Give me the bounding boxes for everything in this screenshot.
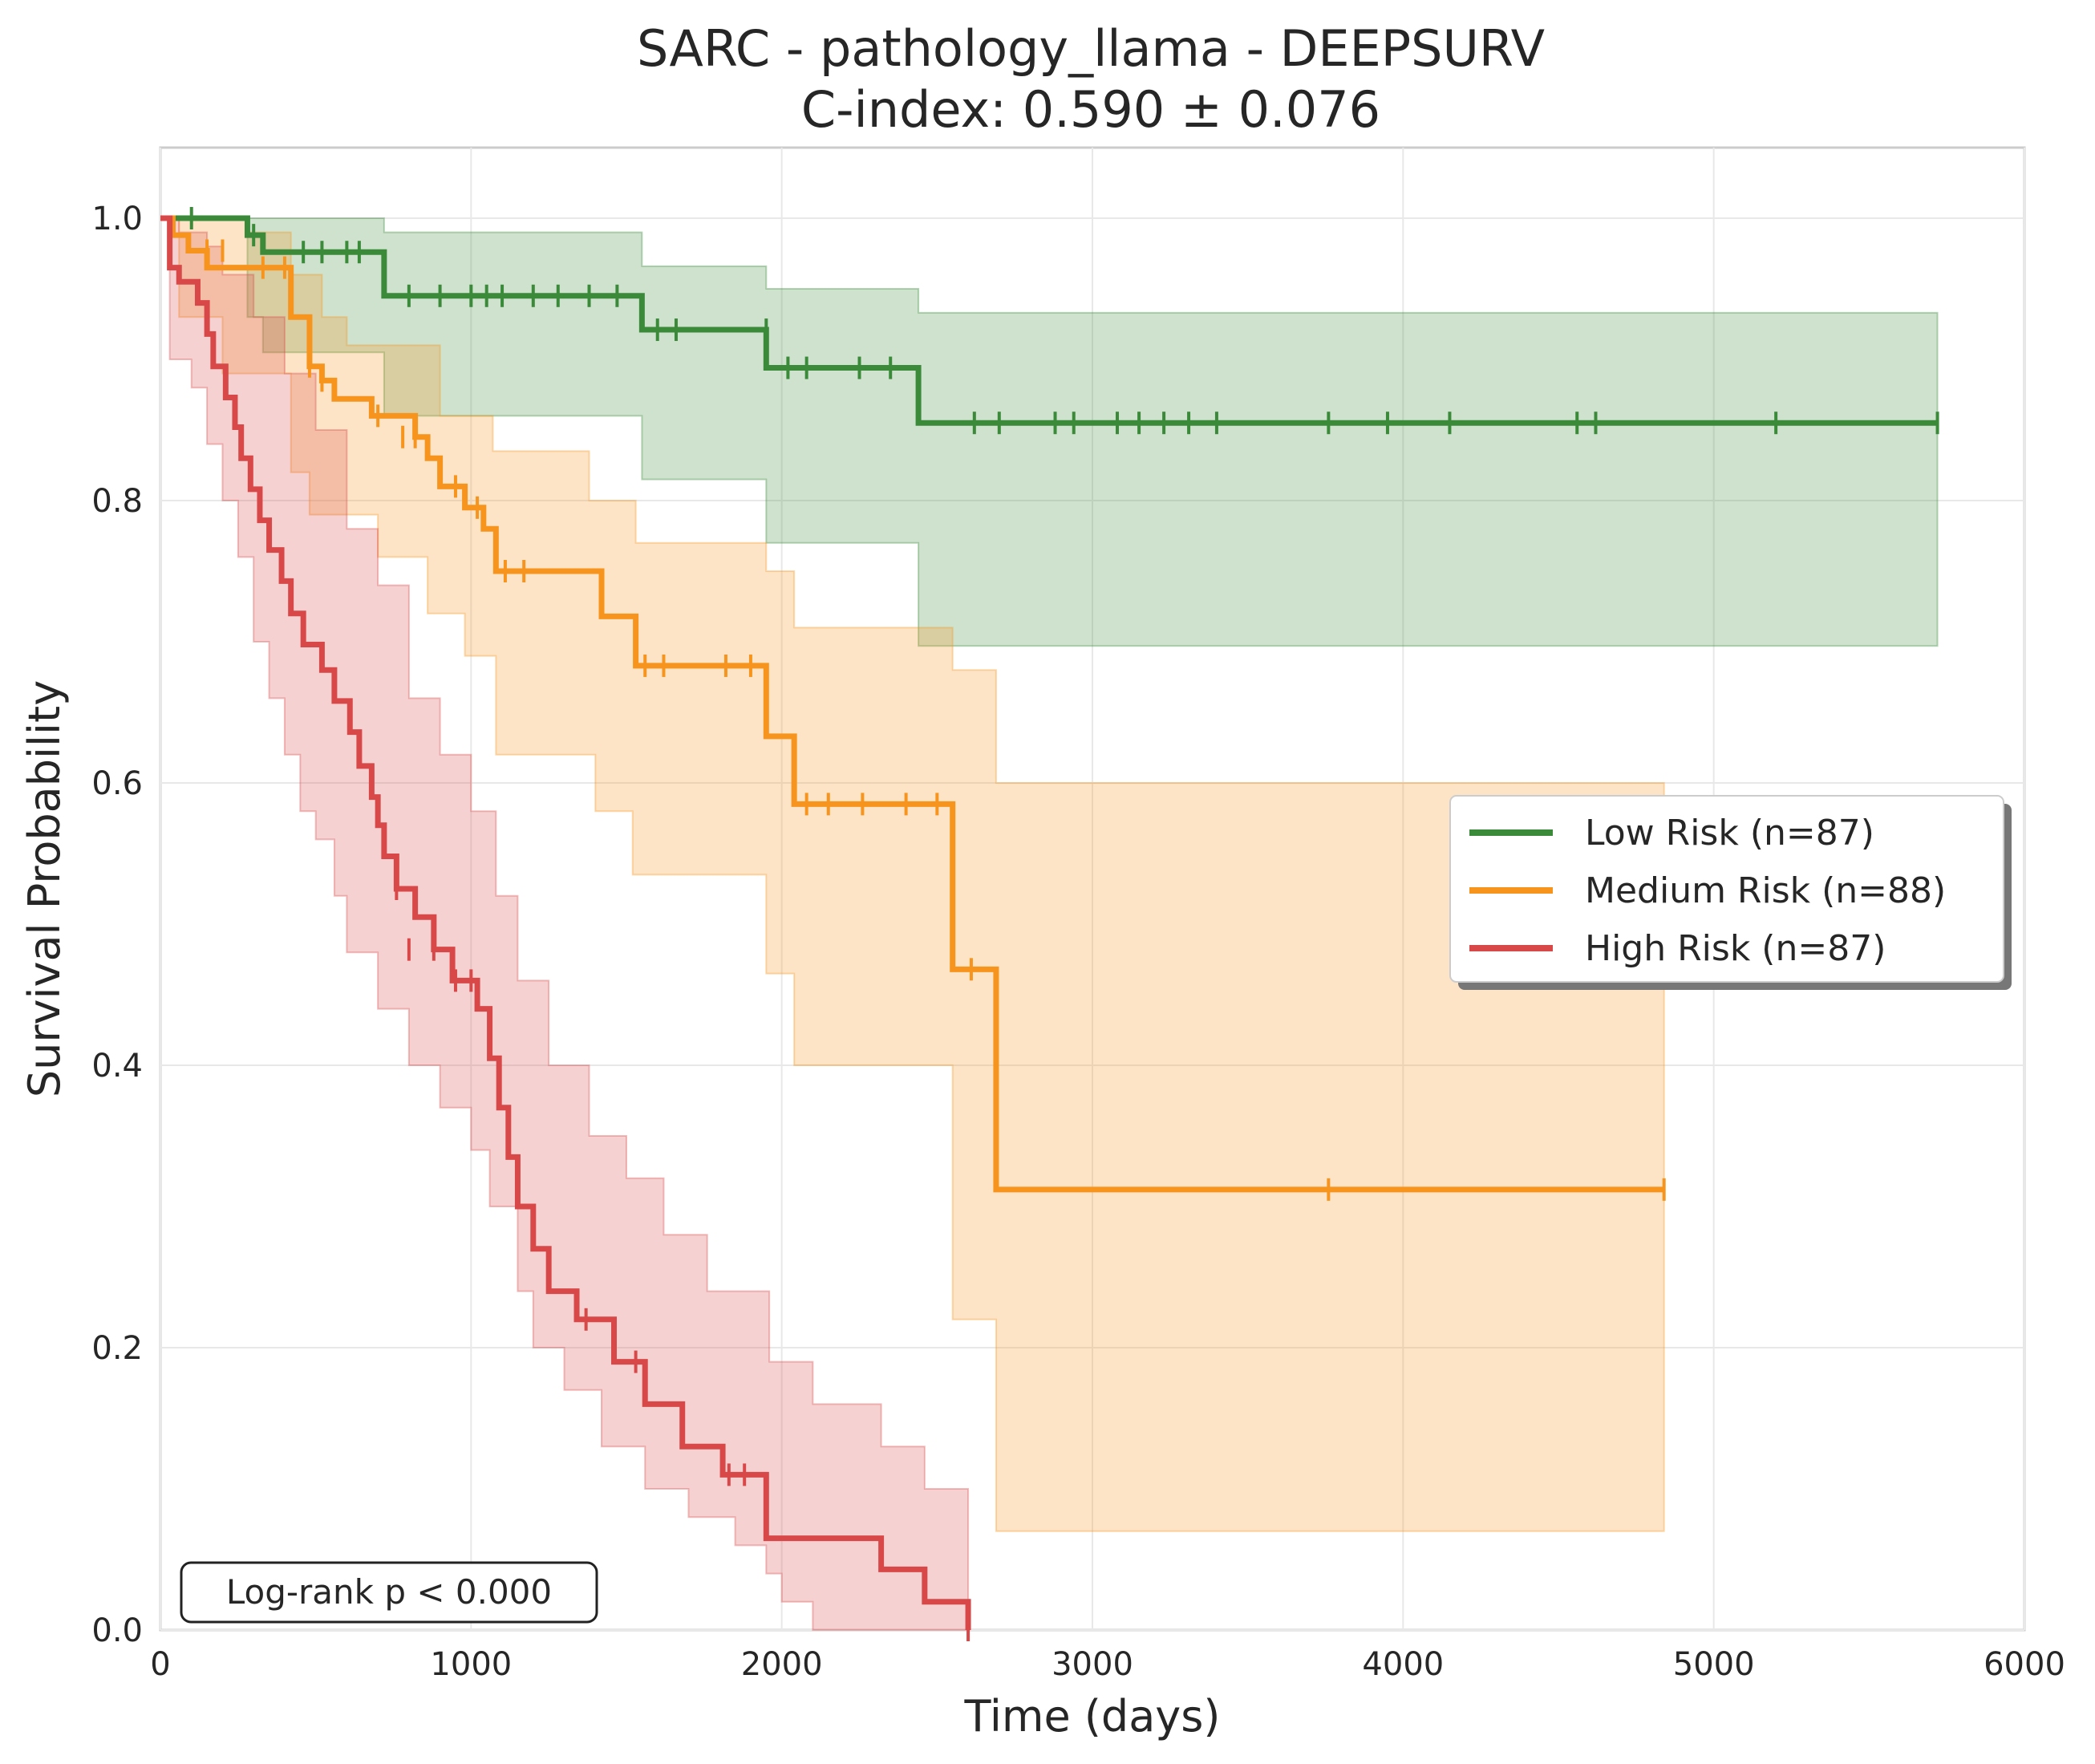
x-tick-label: 1000 xyxy=(430,1646,512,1683)
y-tick-label: 0.6 xyxy=(91,765,143,802)
medium-risk-legend-label: Medium Risk (n=88) xyxy=(1585,870,1946,911)
y-tick-label: 0.2 xyxy=(91,1330,143,1367)
legend-items: Low Risk (n=87) Medium Risk (n=88) High Ri… xyxy=(1469,813,1946,969)
high-risk-ci-band xyxy=(160,217,970,1631)
low-risk-legend-label: Low Risk (n=87) xyxy=(1585,813,1874,854)
survival-curves xyxy=(160,207,1939,1641)
y-tick-label: 1.0 xyxy=(91,201,143,237)
x-axis-ticks: 0 1000 2000 3000 4000 5000 6000 xyxy=(150,1646,2065,1683)
y-axis-ticks: 0.0 0.2 0.4 0.6 0.8 1.0 xyxy=(91,201,143,1649)
y-tick-label: 0.8 xyxy=(91,483,143,520)
x-tick-label: 3000 xyxy=(1052,1646,1133,1683)
y-tick-label: 0.4 xyxy=(91,1048,143,1085)
x-tick-label: 5000 xyxy=(1673,1646,1755,1683)
x-tick-label: 6000 xyxy=(1984,1646,2065,1683)
logrank-annotation: Log-rank p < 0.000 xyxy=(180,1561,598,1624)
medium-risk-ci-band xyxy=(160,217,1665,1532)
legend: Low Risk (n=87) Medium Risk (n=88) High Ri… xyxy=(1449,795,2012,990)
x-tick-label: 2000 xyxy=(741,1646,823,1683)
medium-risk-curve xyxy=(160,215,1664,1193)
x-tick-label: 4000 xyxy=(1362,1646,1444,1683)
y-tick-label: 0.0 xyxy=(91,1612,143,1649)
low-risk-ci-band xyxy=(160,217,1939,647)
confidence-bands xyxy=(160,217,1939,1631)
high-risk-curve xyxy=(160,215,971,1630)
low-risk-curve xyxy=(160,215,1938,426)
x-tick-label: 0 xyxy=(150,1646,170,1683)
chart-title: SARC - pathology_llama - DEEPSURV xyxy=(637,19,1545,78)
annotation-text: Log-rank p < 0.000 xyxy=(226,1572,552,1612)
chart-subtitle: C-index: 0.590 ± 0.076 xyxy=(801,80,1380,139)
y-axis-label: Survival Probability xyxy=(19,680,70,1097)
annotation-box xyxy=(180,1561,598,1624)
x-axis-label: Time (days) xyxy=(964,1691,1221,1742)
high-risk-legend-label: High Risk (n=87) xyxy=(1585,928,1886,969)
legend-box xyxy=(1449,795,2004,983)
